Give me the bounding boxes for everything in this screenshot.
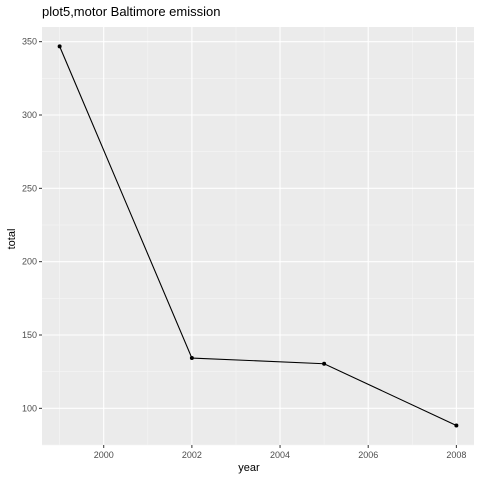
series-line (59, 46, 457, 426)
y-tick-label: 300 (22, 110, 37, 120)
x-axis-title: year (238, 462, 260, 474)
x-tick-label: 2000 (94, 450, 114, 460)
x-axis-tick-labels: 2000 2002 2004 2006 2008 (94, 450, 467, 460)
data-point (189, 356, 194, 361)
axis-ticks (39, 41, 457, 448)
major-gridlines (42, 27, 474, 445)
y-tick-label: 100 (22, 403, 37, 413)
x-tick-label: 2004 (270, 450, 290, 460)
x-tick-label: 2008 (446, 450, 466, 460)
data-point (322, 361, 327, 366)
series-group (57, 44, 459, 428)
x-tick-label: 2002 (182, 450, 202, 460)
data-point (454, 423, 459, 428)
data-point (57, 44, 62, 49)
y-tick-label: 150 (22, 330, 37, 340)
plot-panel (42, 27, 474, 445)
y-axis-tick-labels: 100 150 200 250 300 350 (22, 37, 37, 414)
y-tick-label: 350 (22, 37, 37, 47)
chart-title: plot5,motor Baltimore emission (42, 4, 220, 19)
y-axis-title: total (6, 229, 18, 250)
minor-gridlines (42, 27, 474, 446)
y-tick-label: 200 (22, 257, 37, 267)
y-tick-label: 250 (22, 183, 37, 193)
x-tick-label: 2006 (358, 450, 378, 460)
